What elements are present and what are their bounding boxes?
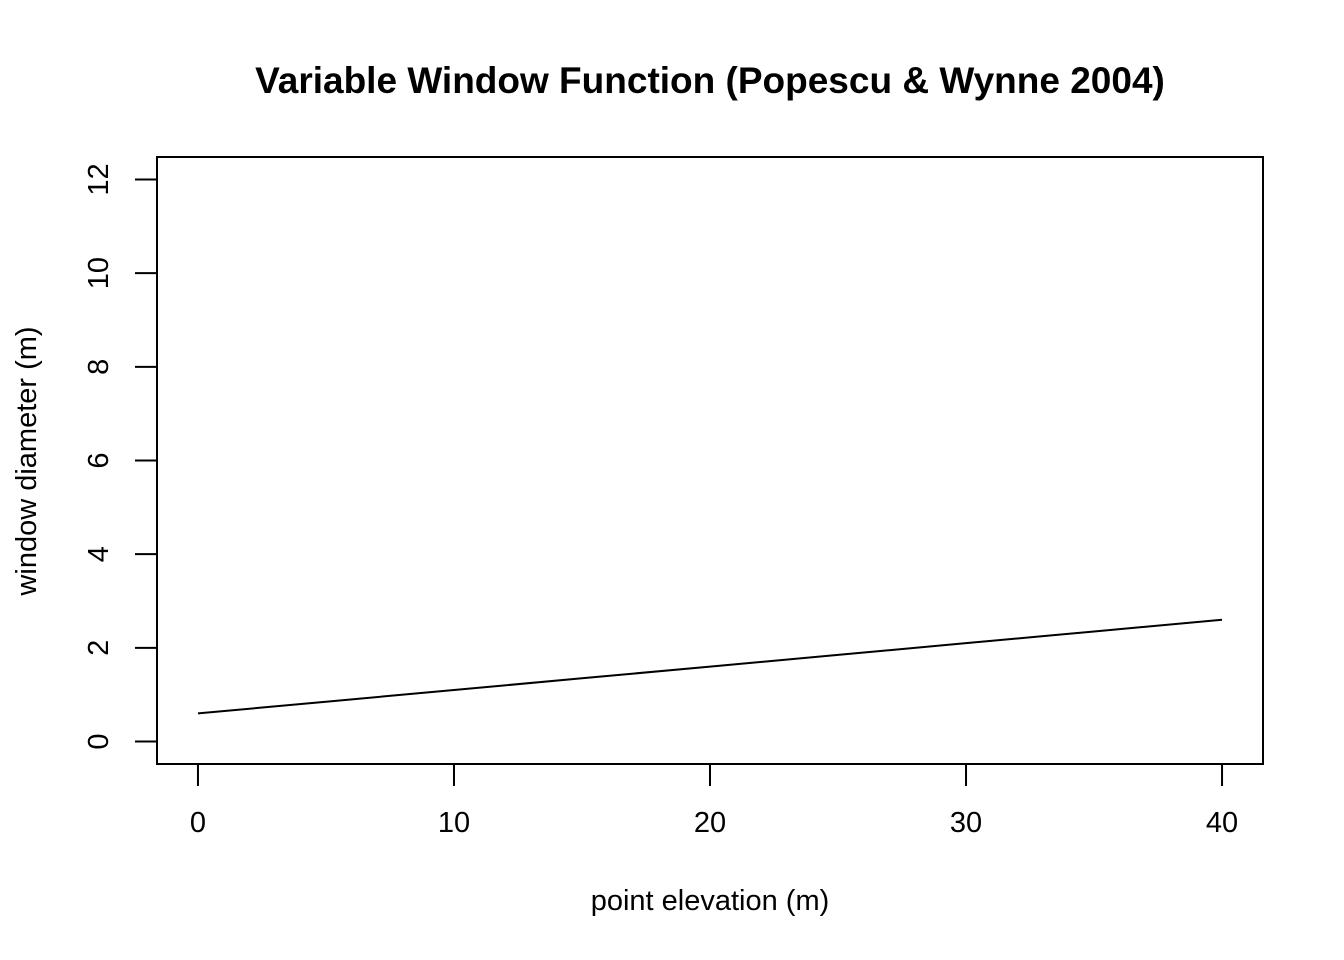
x-axis: 0 10 20 30 40 [190,763,1238,839]
x-tick-label: 30 [950,807,982,839]
series-layer [197,618,1223,715]
y-tick-label: 8 [83,359,115,375]
series-line [197,618,1223,715]
x-tick-label: 20 [694,807,726,839]
x-tick-label: 10 [438,807,470,839]
y-tick-label: 2 [83,640,115,656]
x-tick-label: 40 [1206,807,1238,839]
x-tick-label: 0 [190,807,206,839]
x-axis-label: point elevation (m) [591,885,830,917]
chart-title: Variable Window Function (Popescu & Wynn… [255,60,1165,101]
y-tick-label: 10 [83,257,115,289]
y-axis-label: window diameter (m) [11,326,43,596]
y-tick-label: 4 [83,546,115,562]
y-tick-label: 12 [83,163,115,195]
y-tick-label: 6 [83,452,115,468]
y-axis: 0 2 4 6 8 10 12 [83,163,158,750]
y-tick-label: 0 [83,733,115,749]
plot-frame [156,156,1264,765]
